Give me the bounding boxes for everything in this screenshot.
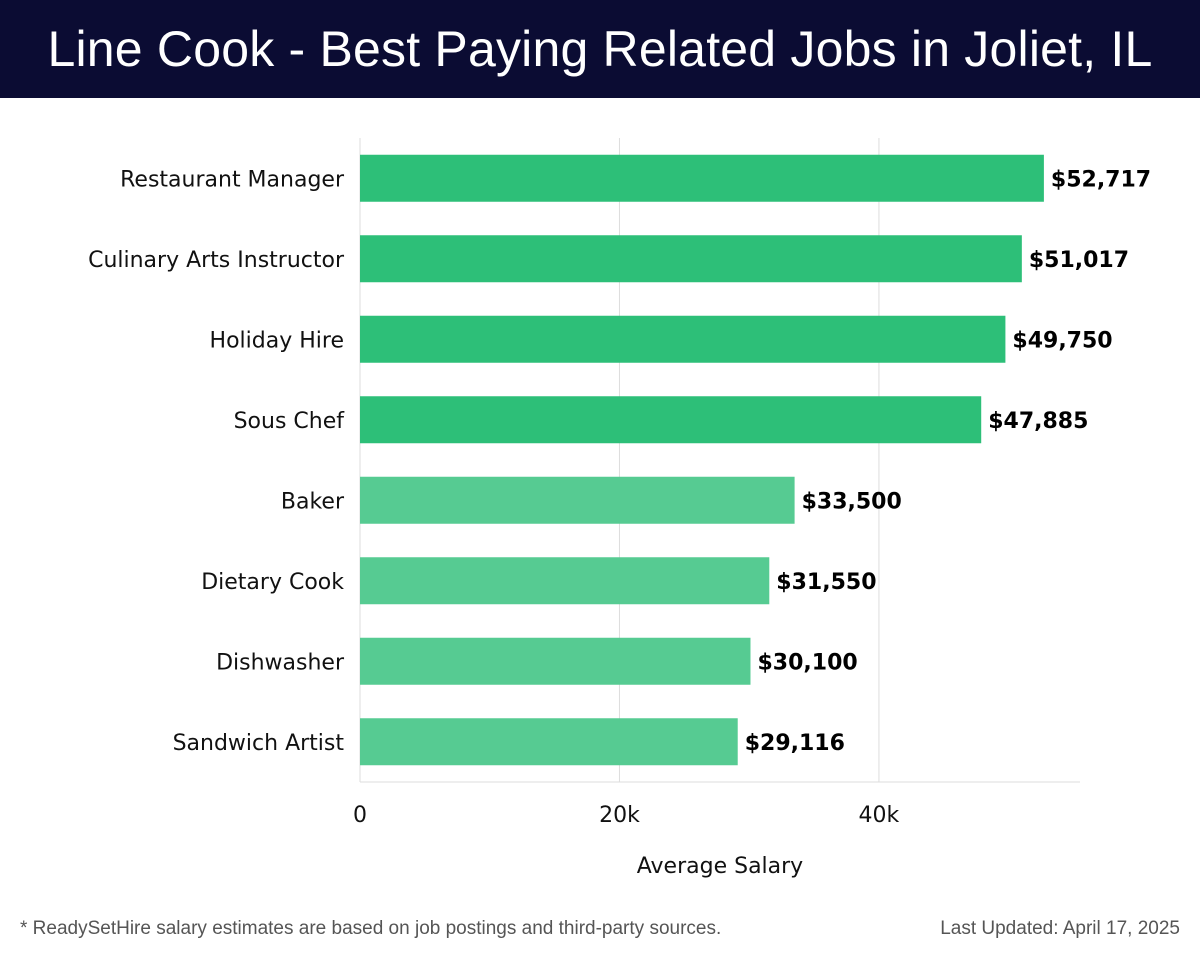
footer-note: * ReadySetHire salary estimates are base…: [20, 918, 722, 939]
bar: [360, 315, 1006, 363]
bar: [360, 557, 770, 605]
category-label: Culinary Arts Instructor: [88, 248, 345, 273]
value-label: $33,500: [802, 489, 902, 514]
value-label: $31,550: [776, 570, 876, 595]
x-tick-label: 40k: [859, 803, 900, 828]
bar: [360, 235, 1022, 283]
category-label: Baker: [281, 489, 345, 514]
x-axis-title: Average Salary: [637, 854, 803, 879]
bars: [360, 154, 1044, 766]
value-label: $47,885: [988, 409, 1088, 434]
bar: [360, 476, 795, 524]
gridlines: [359, 138, 1080, 783]
value-label: $30,100: [757, 650, 857, 675]
bar-chart: 0 20k 40k Restaurant Manager $52,717 Culinary…: [88, 138, 1151, 879]
value-label: $49,750: [1012, 328, 1112, 353]
chart-title: Line Cook - Best Paying Related Jobs in …: [47, 21, 1153, 77]
bar: [360, 718, 738, 766]
value-label: $51,017: [1029, 248, 1129, 273]
chart-header: Line Cook - Best Paying Related Jobs in …: [0, 0, 1200, 98]
bar: [360, 396, 982, 444]
category-label: Restaurant Manager: [120, 167, 345, 192]
value-label: $29,116: [745, 731, 845, 756]
category-label: Sous Chef: [234, 409, 346, 434]
bar: [360, 637, 751, 685]
last-updated: Last Updated: April 17, 2025: [940, 918, 1180, 939]
category-label: Dishwasher: [216, 650, 345, 675]
category-label: Sandwich Artist: [173, 731, 345, 756]
labels: 0 20k 40k Restaurant Manager $52,717 Culinary…: [88, 167, 1151, 828]
category-label: Holiday Hire: [210, 328, 344, 353]
category-label: Dietary Cook: [201, 570, 344, 595]
value-label: $52,717: [1051, 167, 1151, 192]
bar: [360, 154, 1044, 202]
x-tick-label: 0: [353, 803, 367, 828]
x-tick-label: 20k: [599, 803, 640, 828]
